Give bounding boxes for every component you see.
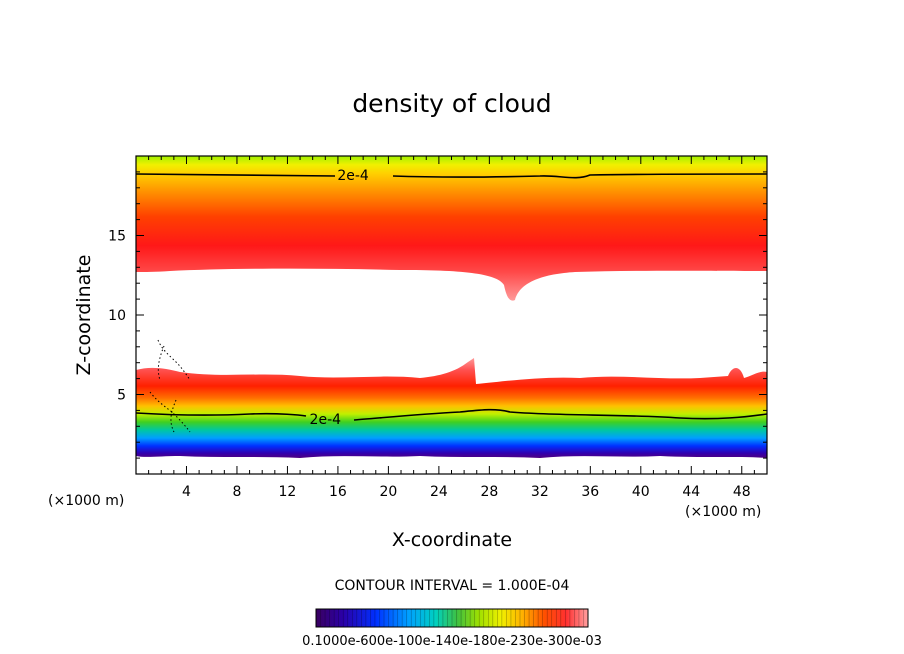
- x-tick-label: 24: [430, 484, 448, 500]
- y-tick-label: 10: [108, 308, 126, 324]
- y-axis-title: Z-coordinate: [73, 255, 95, 376]
- colorbar-labels: 0.1000e-600e-100e-140e-180e-230e-300e-03: [302, 634, 602, 649]
- x-tick-label: 20: [379, 484, 397, 500]
- x-tick-label: 44: [682, 484, 700, 500]
- x-axis: 4 8 12 16 20 24 28 32 36 40 44 48: [148, 156, 755, 500]
- contour-line-lower: [136, 408, 767, 421]
- x-tick-label: 16: [329, 484, 347, 500]
- y-axis: 5 10 15: [108, 171, 767, 459]
- x-tick-label: 12: [279, 484, 297, 500]
- y-tick-label: 15: [108, 229, 126, 245]
- upper-cloud-band: [136, 156, 767, 301]
- colorbar-divisions: [320, 609, 584, 627]
- colorbar: 0.1000e-600e-100e-140e-180e-230e-300e-03: [302, 608, 602, 649]
- colorbar-fill: [315, 608, 589, 628]
- x-tick-label: 40: [632, 484, 650, 500]
- plot-area: [136, 156, 767, 458]
- x-axis-title: X-coordinate: [392, 529, 512, 551]
- x-unit-label-left: (×1000 m): [48, 493, 124, 509]
- x-tick-label: 36: [581, 484, 599, 500]
- contour-interval-text: CONTOUR INTERVAL = 1.000E-04: [335, 578, 570, 594]
- contour-line-upper: [136, 173, 767, 179]
- contour-label-lower: 2e-4: [310, 412, 342, 428]
- x-tick-label: 28: [480, 484, 498, 500]
- x-tick-label: 8: [232, 484, 241, 500]
- y-tick-label: 5: [117, 388, 126, 404]
- x-unit-label-right: (×1000 m): [685, 504, 761, 520]
- x-tick-label: 48: [733, 484, 751, 500]
- lower-cloud-band: [136, 358, 767, 458]
- chart-title: density of cloud: [352, 89, 551, 118]
- x-tick-label: 32: [531, 484, 549, 500]
- contour-label-upper: 2e-4: [337, 168, 369, 184]
- x-tick-label: 4: [182, 484, 191, 500]
